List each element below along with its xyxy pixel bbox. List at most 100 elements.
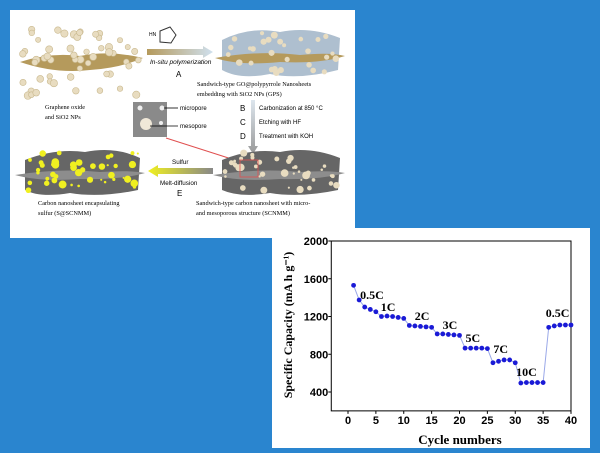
sio2-particle [105,48,114,57]
sio2-particle [315,36,321,43]
sulfur-particle [136,152,139,155]
pore [311,178,316,182]
sio2-particle [32,89,40,97]
sio2-particle [28,29,35,37]
data-point [546,324,552,330]
sio2-particle [96,87,104,94]
sio2-particle [265,36,272,43]
data-point [423,324,429,330]
sio2-particle [83,48,90,55]
pore [280,169,289,177]
y-tick-label: 1200 [304,312,328,324]
pore [297,170,301,173]
data-point [551,323,557,329]
data-point [395,315,401,320]
sulfur-particle [39,162,45,168]
pore [240,149,248,157]
sulfur-particle [108,171,115,179]
sulfur-particle [37,170,40,173]
step-e-bottom-label: Melt-diffusion [160,180,198,187]
data-point [379,314,384,319]
data-point [507,357,513,363]
steps-bcd-arrow [248,100,258,154]
rate-annotation: 0.5C [360,288,384,302]
pore [239,185,246,191]
sio2-particle [333,57,339,62]
sulfur-particle [128,160,137,169]
sulfur-particle [103,180,107,184]
pore [329,174,333,178]
y-axis-label: Specific Capacity (mA h g⁻¹) [281,252,295,399]
x-tick-label: 15 [426,415,438,427]
sio2-particle [36,75,44,83]
data-point [535,380,540,385]
y-tick-label: 400 [310,387,328,399]
data-point [457,332,462,338]
sio2-particle [135,56,142,64]
sulfur-particle [130,151,135,156]
data-point [484,346,490,351]
sio2-particle [49,79,58,88]
rate-annotation: 2C [415,309,430,323]
start-label-line1: Graphene oxide [45,104,85,111]
pore [233,159,237,163]
sscnmm-label-line1: Carbon nanosheet encapsulating [38,200,120,207]
pore [260,186,268,194]
pyrrole-ring-icon [159,26,177,44]
rate-annotation: 7C [493,342,508,356]
data-point [479,345,485,351]
sio2-particle [66,73,75,81]
step-e-arrow: Sulfur Melt-diffusion E [148,159,213,198]
x-tick-label: 30 [509,415,521,427]
data-point [518,380,524,386]
sio2-particle [260,38,267,45]
pore [258,175,261,178]
pore [239,156,244,161]
data-point [434,331,440,337]
pore [237,163,245,172]
sio2-particle [92,30,100,38]
data-point [401,315,407,321]
sulfur-particle [98,163,106,170]
rate-annotation: 0.5C [546,306,570,320]
sio2-particle [131,47,139,55]
sio2-particle [306,62,312,68]
data-point [563,322,568,328]
sio2-particle [259,31,265,36]
sulfur-particle [109,153,114,158]
zoom-region-marker [239,159,259,178]
data-point [429,324,435,330]
sio2-particle [132,90,141,99]
step-letter: D [240,132,246,141]
sulfur-particle [112,177,116,181]
x-tick-label: 10 [398,415,410,427]
rate-annotation: 1C [381,300,396,314]
schematic-svg: HN In-situ polymerization A Sandwich-typ… [15,25,345,217]
sio2-particle [310,67,316,74]
sio2-particle [85,59,92,67]
sio2-particle [330,51,335,56]
rate-capability-chart: 0 5 10 15 20 25 30 35 40 400 800 1200 1600 2000 0.5C 1… [272,228,590,448]
sio2-particle [117,37,123,44]
sulfur-particle [130,179,139,188]
data-point [384,313,390,319]
data-point [529,380,535,385]
pore [305,170,311,176]
sulfur-particle [50,171,56,178]
data-point [367,307,373,312]
sio2-particle [248,60,254,66]
sio2-particle [54,26,62,34]
step-letter: C [240,118,246,127]
data-point [524,380,529,385]
gps-label-line2: embedding with SiO2 NPs (GPS) [197,91,282,98]
pore [287,186,290,189]
sio2-particle [116,85,124,92]
sulfur-particle [100,178,103,181]
x-tick-label: 5 [373,415,379,427]
sio2-particle [31,59,39,66]
pore [300,178,303,181]
step-description: Treatment with KOH [259,134,313,140]
rate-annotation: 3C [443,318,458,332]
x-tick-label: 20 [453,415,465,427]
sio2-particle [45,45,54,54]
